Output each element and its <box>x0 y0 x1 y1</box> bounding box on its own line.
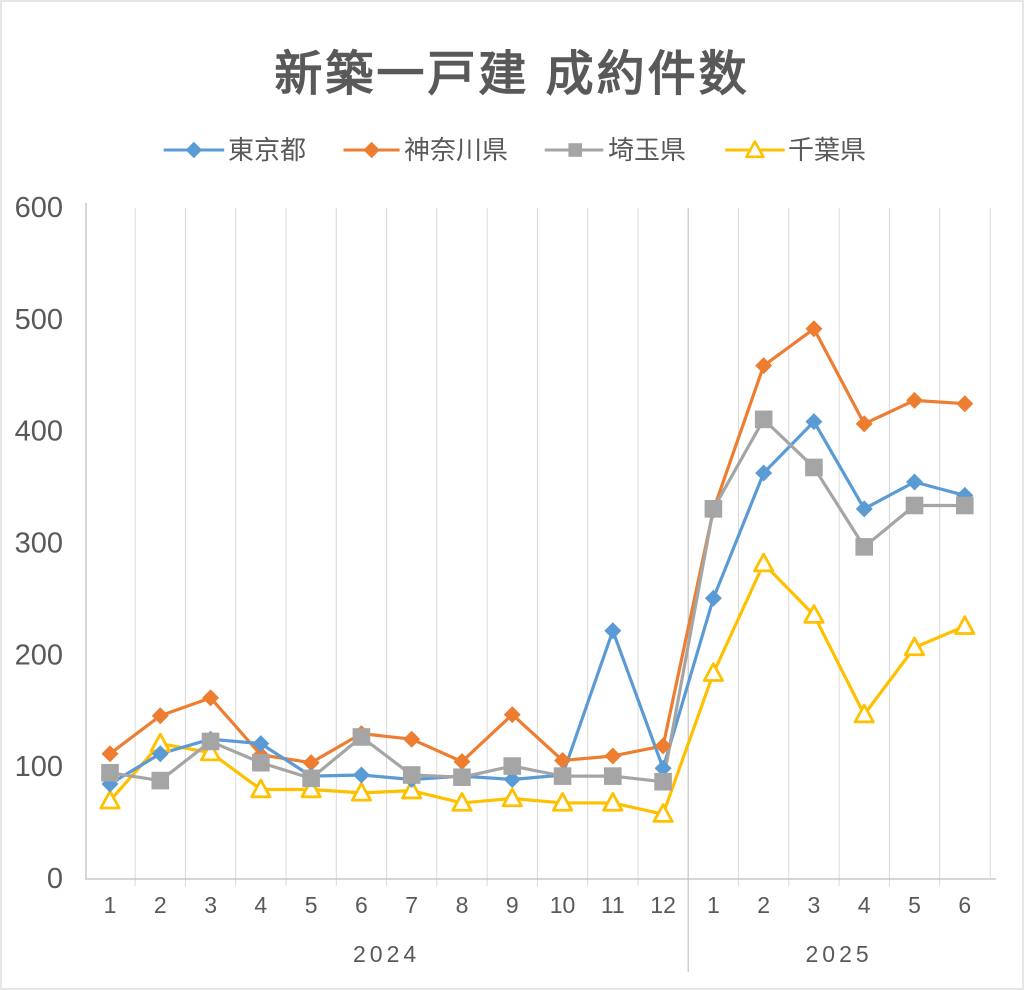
svg-text:2024: 2024 <box>353 941 420 967</box>
svg-text:5: 5 <box>908 892 921 918</box>
svg-text:3: 3 <box>808 892 821 918</box>
svg-text:6: 6 <box>355 892 368 918</box>
svg-text:4: 4 <box>858 892 871 918</box>
svg-text:9: 9 <box>506 892 519 918</box>
svg-text:4: 4 <box>254 892 267 918</box>
svg-text:0: 0 <box>47 863 63 895</box>
svg-text:5: 5 <box>305 892 318 918</box>
svg-text:500: 500 <box>15 304 63 336</box>
svg-text:10: 10 <box>550 892 576 918</box>
svg-text:2: 2 <box>757 892 770 918</box>
svg-text:神奈川県: 神奈川県 <box>404 135 508 165</box>
svg-text:300: 300 <box>15 528 63 560</box>
svg-text:3: 3 <box>204 892 217 918</box>
svg-text:6: 6 <box>958 892 971 918</box>
svg-text:8: 8 <box>456 892 469 918</box>
svg-text:11: 11 <box>601 892 625 918</box>
svg-text:600: 600 <box>15 192 63 224</box>
svg-text:1: 1 <box>104 892 117 918</box>
svg-text:東京都: 東京都 <box>228 135 306 165</box>
svg-text:12: 12 <box>650 892 676 918</box>
svg-text:100: 100 <box>15 751 63 783</box>
svg-text:埼玉県: 埼玉県 <box>608 135 686 165</box>
svg-text:2: 2 <box>154 892 167 918</box>
svg-text:200: 200 <box>15 639 63 671</box>
svg-text:2025: 2025 <box>806 941 873 967</box>
svg-text:千葉県: 千葉県 <box>788 135 866 165</box>
svg-text:1: 1 <box>707 892 720 918</box>
svg-text:400: 400 <box>15 416 63 448</box>
svg-text:7: 7 <box>405 892 418 918</box>
